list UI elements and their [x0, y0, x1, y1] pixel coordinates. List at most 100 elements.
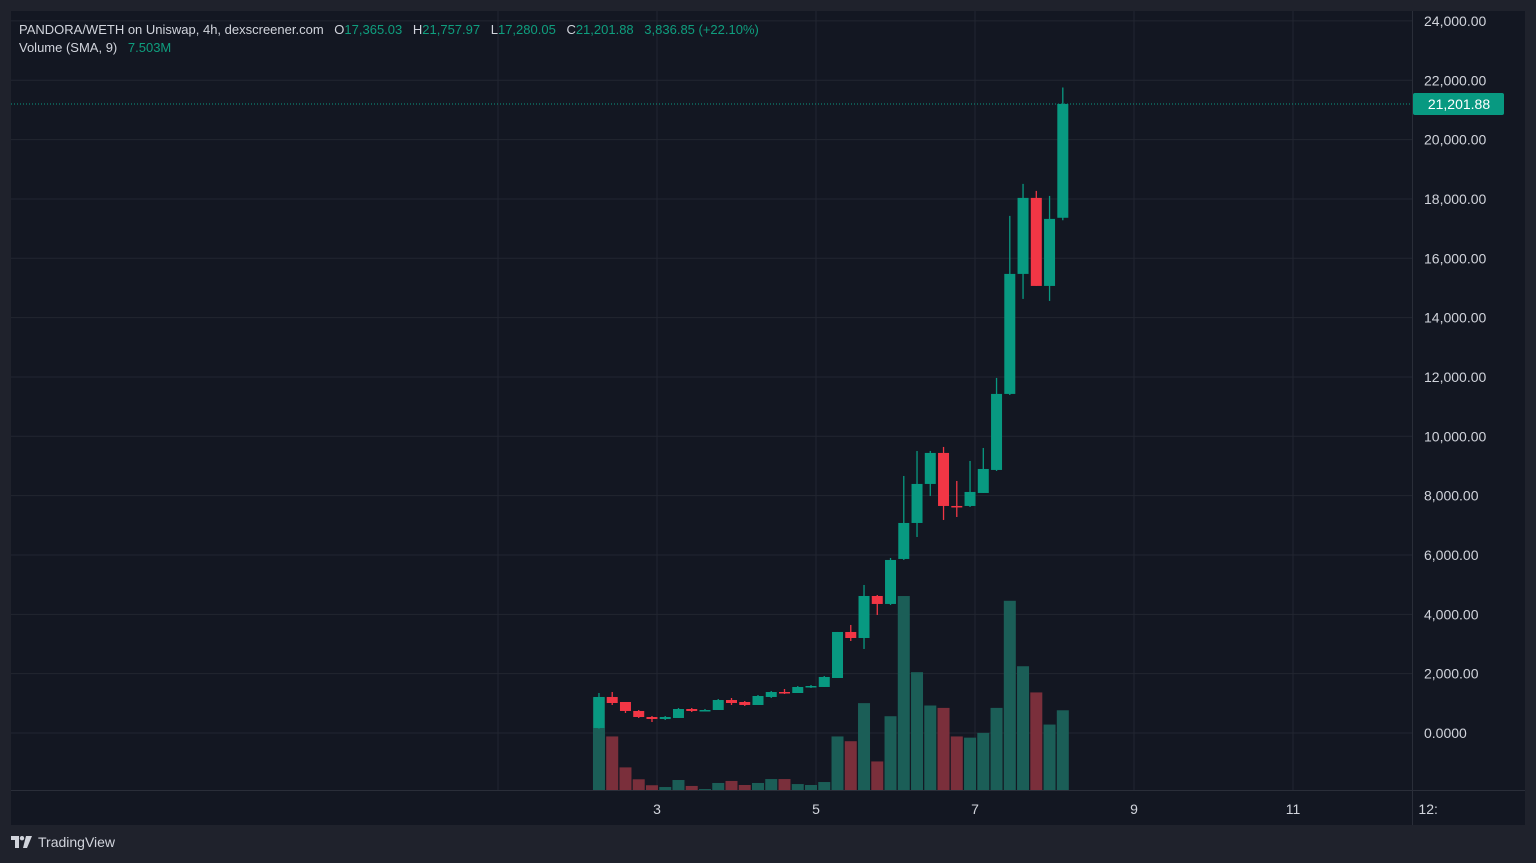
y-tick-label: 18,000.00 [1424, 191, 1486, 207]
candle-body [832, 631, 844, 678]
volume-bar [950, 736, 963, 790]
candle-body [977, 468, 989, 493]
volume-label: Volume (SMA, 9) [19, 40, 118, 55]
x-tick-label: 11 [1286, 801, 1301, 817]
candle-body [1057, 103, 1069, 218]
volume-bar [791, 784, 804, 790]
volume-bar [858, 703, 871, 790]
candle-body [752, 696, 764, 705]
high-label: H [412, 22, 423, 37]
low-value: 17,280.05 [497, 22, 556, 37]
volume-bar [738, 785, 751, 790]
candle-body [871, 595, 883, 604]
candle-body [659, 717, 671, 719]
volume-bar [911, 672, 924, 790]
volume-bar [751, 782, 764, 790]
chart-frame: 21,201.88 24,000.00 22,000.00 20,000.00 18,0… [11, 11, 1525, 825]
candle-body [1044, 218, 1056, 286]
tradingview-footer[interactable]: TradingView [11, 834, 115, 850]
symbol-title: PANDORA/WETH on Uniswap, 4h, dexscreener… [19, 22, 324, 37]
x-tick-label: 5 [812, 801, 820, 817]
y-tick-label: 8,000.00 [1424, 488, 1479, 504]
volume-bar [725, 780, 738, 790]
volume-bar [884, 716, 897, 790]
x-tick-label: 3 [653, 801, 661, 817]
candle-body [672, 708, 684, 718]
volume-bar [964, 737, 977, 790]
volume-bar [659, 787, 672, 790]
last-price-label: 21,201.88 [1428, 96, 1490, 112]
volume-bar [632, 779, 645, 790]
candle-body [845, 631, 857, 638]
volume-bar [831, 736, 844, 790]
volume-bar [1056, 710, 1069, 790]
ohlc-legend: PANDORA/WETH on Uniswap, 4h, dexscreener… [19, 22, 759, 37]
candle-body [712, 700, 724, 711]
y-tick-label: 22,000.00 [1424, 72, 1486, 88]
candle-body [938, 452, 950, 506]
volume-bar [897, 596, 910, 790]
last-price-badge [1413, 92, 1504, 115]
candle-body [964, 491, 976, 506]
volume-bar [844, 741, 857, 790]
volume-bar [924, 705, 937, 790]
candle-body [792, 686, 804, 694]
tradingview-logo-icon [11, 836, 32, 848]
volume-bar [765, 779, 778, 790]
candle-body [633, 710, 645, 718]
y-tick-label: 10,000.00 [1424, 428, 1486, 444]
volume-bar [1043, 724, 1056, 790]
candle-body [924, 452, 936, 484]
volume-legend: Volume (SMA, 9) 7.503M [19, 40, 171, 55]
open-label: O [334, 22, 345, 37]
x-tick-label: 12: [1418, 801, 1437, 817]
volume-bar [645, 785, 658, 790]
volume-bar [619, 767, 632, 790]
candle-body [606, 696, 618, 704]
y-tick-label: 20,000.00 [1424, 132, 1486, 148]
low-label: L [490, 22, 498, 37]
y-tick-label: 2,000.00 [1424, 666, 1479, 682]
volume-value: 7.503M [127, 40, 172, 55]
volume-bar [805, 785, 818, 790]
volume-bar [977, 732, 990, 790]
volume-bar [712, 782, 725, 790]
candle-body [885, 559, 897, 604]
change-value: 3,836.85 (+22.10%) [644, 22, 759, 37]
volume-bar [1017, 666, 1030, 790]
volume-bar [778, 779, 791, 790]
candle-body [686, 708, 698, 711]
y-tick-label: 0.0000 [1424, 725, 1467, 741]
candle-body [619, 701, 631, 711]
volume-bar [698, 789, 711, 790]
y-tick-label: 6,000.00 [1424, 547, 1479, 563]
candle-body [911, 483, 923, 523]
close-label: C [566, 22, 576, 37]
volume-bar [672, 780, 685, 790]
candle-body [991, 393, 1003, 470]
volume-bar [818, 782, 831, 790]
candle-body [593, 696, 605, 728]
y-tick-label: 16,000.00 [1424, 250, 1486, 266]
candle-body [765, 691, 777, 697]
x-tick-label: 7 [971, 801, 979, 817]
tradingview-brand: TradingView [38, 834, 116, 850]
candle-body [951, 505, 963, 508]
volume-bar [1030, 692, 1043, 790]
volume-bar [871, 761, 884, 790]
volume-bar [1003, 600, 1016, 790]
candle-body [805, 686, 817, 688]
candle-body [646, 717, 658, 719]
price-chart[interactable]: 21,201.88 24,000.00 22,000.00 20,000.00 18,0… [11, 11, 1525, 825]
x-tick-label: 9 [1130, 801, 1138, 817]
candle-body [858, 595, 870, 638]
y-tick-label: 12,000.00 [1424, 369, 1486, 385]
candle-body [1004, 273, 1016, 394]
candle-body [699, 710, 711, 712]
close-value: 21,201.88 [575, 22, 634, 37]
candle-body [725, 700, 737, 704]
volume-bar [990, 707, 1003, 790]
y-tick-label: 4,000.00 [1424, 606, 1479, 622]
volume-bar [606, 736, 619, 790]
candle-body [1017, 197, 1029, 274]
